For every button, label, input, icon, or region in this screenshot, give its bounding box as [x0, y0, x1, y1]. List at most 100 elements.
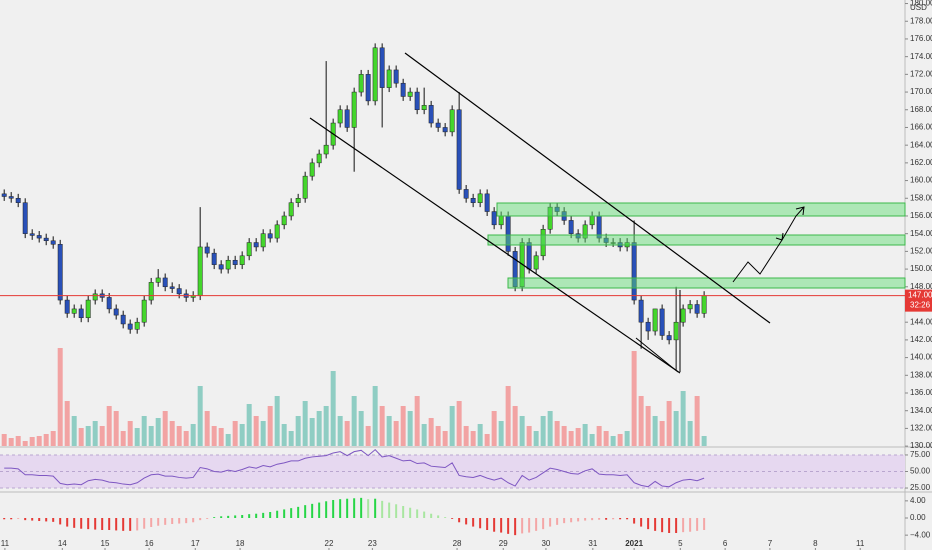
candle-body: [120, 314, 126, 325]
macd-bar: [17, 518, 20, 519]
volume-bar: [645, 406, 651, 446]
volume-bar: [120, 431, 126, 446]
candle-body: [260, 233, 266, 248]
trend-line: [404, 52, 771, 324]
volume-bar: [211, 426, 217, 446]
trend-line: [635, 337, 679, 373]
macd-bar: [213, 517, 216, 518]
macd-bar: [143, 518, 146, 529]
macd-bar: [507, 518, 510, 534]
candle-body: [246, 242, 252, 257]
macd-bar: [150, 518, 153, 527]
currency: USD: [910, 3, 927, 12]
x-tick-label: 29: [499, 539, 508, 548]
zone: [487, 234, 906, 246]
volume-bar: [470, 431, 476, 446]
y-tick-label: 0.00: [910, 513, 926, 522]
volume-bar: [106, 406, 112, 446]
macd-bar: [325, 501, 328, 518]
macd-bar: [66, 518, 69, 527]
candle-body: [701, 295, 707, 314]
trend-line: [309, 117, 681, 374]
volume-bar: [610, 436, 616, 446]
macd-bar: [647, 518, 650, 530]
y-tick-label: 166.00: [910, 123, 932, 132]
volume-bar: [85, 426, 91, 446]
candle-body: [687, 304, 693, 310]
volume-bar: [316, 411, 322, 446]
candle-body: [155, 277, 161, 283]
volume-bar: [701, 436, 707, 446]
x-tick-label: 11: [856, 539, 865, 548]
candle-body: [344, 109, 350, 128]
volume-bar: [547, 411, 553, 446]
macd-bar: [423, 511, 426, 518]
projection: [732, 239, 783, 283]
macd-bar: [297, 506, 300, 518]
y-tick-label: 132.00: [910, 424, 932, 433]
y-tick-label: 142.00: [910, 335, 932, 344]
candle-body: [78, 308, 84, 319]
candle-body: [267, 233, 273, 239]
candle-body: [197, 246, 203, 296]
macd-bar: [542, 518, 545, 530]
x-tick-label: 2021: [625, 539, 643, 548]
y-tick-label: 130.00: [910, 441, 932, 450]
x-tick-label: 30: [541, 539, 550, 548]
candle-body: [533, 255, 539, 270]
zone: [496, 202, 906, 217]
x-tick-label: 7: [768, 539, 773, 548]
candle-body: [169, 286, 175, 289]
volume-bar: [442, 431, 448, 446]
macd-bar: [472, 518, 475, 527]
volume-bar: [435, 426, 441, 446]
macd-bar: [115, 518, 118, 531]
x-tick-label: 15: [101, 539, 110, 548]
x-tick-label: 5: [678, 539, 683, 548]
volume-bar: [561, 426, 567, 446]
candle-body: [470, 198, 476, 203]
candle-body: [127, 323, 133, 330]
volume-bar: [407, 411, 413, 446]
x-tick-label: 8: [813, 539, 818, 548]
volume-bar: [239, 424, 245, 446]
x-tick-label: 16: [145, 539, 154, 548]
macd-bar: [318, 502, 321, 518]
candle-body: [36, 235, 42, 239]
macd-bar: [199, 518, 202, 521]
candle-body: [8, 196, 14, 199]
macd-bar: [10, 518, 13, 520]
volume-bar: [393, 421, 399, 446]
macd-bar: [108, 518, 111, 530]
y-tick-label: 75.00: [910, 450, 931, 459]
x-tick-label: 14: [58, 539, 67, 548]
candle-body: [603, 237, 609, 243]
macd-bar: [703, 518, 706, 530]
macd-bar: [339, 499, 342, 518]
volume-bar: [596, 426, 602, 446]
macd-bar: [3, 518, 6, 520]
y-tick-label: 178.00: [910, 16, 932, 25]
candle-body: [204, 246, 210, 254]
candle-body: [372, 47, 378, 102]
macd-bar: [395, 504, 398, 518]
macd-bar: [619, 518, 622, 520]
macd-bar: [164, 518, 167, 525]
macd-bar: [269, 512, 272, 518]
macd-bar: [59, 518, 62, 525]
candle-body: [463, 189, 469, 199]
candle-body: [673, 321, 679, 341]
candle-body: [379, 47, 385, 88]
volume-bar: [603, 431, 609, 446]
volume-bar: [71, 416, 77, 446]
volume-bar: [386, 416, 392, 446]
y-tick-label: 50.00: [910, 467, 931, 476]
candle-body: [512, 251, 518, 288]
candle-body: [526, 242, 532, 270]
volume-bar: [57, 348, 63, 446]
candle-body: [442, 127, 448, 133]
arrow-head: [775, 232, 784, 241]
volume-bar: [225, 434, 231, 446]
